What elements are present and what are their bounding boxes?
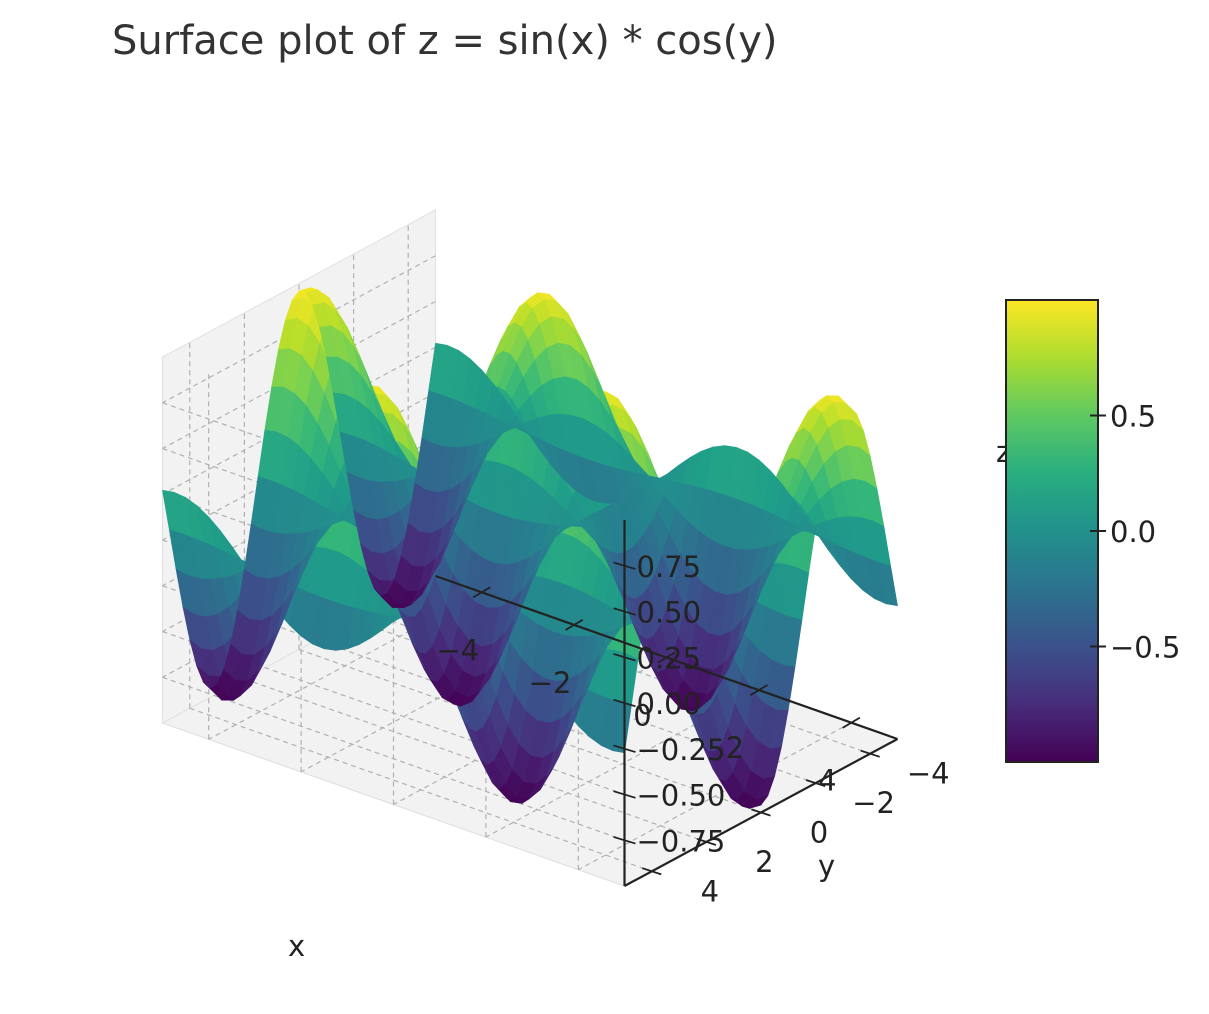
surface-patch — [878, 562, 898, 607]
z-tick-mark — [613, 607, 636, 616]
z-tick-label: 0.00 — [637, 687, 702, 721]
grid-z-backwall — [162, 676, 625, 841]
y-tick-mark — [805, 779, 826, 788]
x-tick-label: 0 — [633, 699, 651, 733]
y-tick-label: 2 — [755, 845, 773, 879]
colorbar-body — [1005, 299, 1099, 763]
z-tick-label: −0.50 — [637, 779, 726, 813]
z-tick-mark — [613, 836, 636, 845]
colorbar-tick-label: 0.0 — [1110, 515, 1156, 549]
z-tick-label: −0.25 — [637, 733, 726, 767]
x-tick-label: 4 — [818, 764, 836, 798]
z-tick-label: 0.50 — [637, 596, 702, 630]
z-tick-mark — [613, 790, 636, 799]
x-tick-mark — [842, 716, 861, 729]
x-tick-label: −2 — [529, 666, 572, 700]
x-tick-label: −4 — [436, 633, 479, 667]
x-tick-mark — [749, 684, 768, 696]
y-tick-mark — [642, 867, 662, 876]
z-tick-mark — [613, 653, 636, 662]
y-tick-label: −4 — [907, 757, 950, 791]
x-axis-label: x — [288, 929, 305, 963]
z-tick-mark — [613, 698, 636, 708]
x-tick-label: 2 — [726, 731, 744, 765]
chart-title: Surface plot of z = sin(x) * cos(y) — [112, 18, 778, 64]
z-tick-label: 0.75 — [637, 550, 702, 584]
x-tick-mark — [472, 586, 491, 599]
y-tick-mark — [751, 808, 771, 817]
z-tick-label: −0.75 — [637, 824, 726, 858]
grid-x-floor — [578, 722, 852, 871]
y-tick-label: 4 — [701, 874, 719, 908]
y-axis-label: y — [818, 849, 835, 883]
grid-y-floor — [244, 678, 707, 843]
x-tick-mark — [657, 651, 676, 664]
grid-y-floor — [189, 707, 652, 872]
y-tick-label: 0 — [810, 816, 828, 850]
colorbar-tick-label: −0.5 — [1110, 631, 1180, 665]
z-tick-mark — [613, 744, 636, 753]
colorbar-tick-label: 0.5 — [1110, 400, 1156, 434]
x-tick-mark — [565, 619, 584, 631]
y-tick-label: −2 — [852, 786, 895, 820]
y-tick-mark — [696, 837, 717, 846]
colorbar: 0.5 0.0 −0.5 — [1005, 299, 1180, 763]
z-tick-mark — [613, 561, 636, 570]
y-tick-mark — [860, 749, 880, 758]
z-tick-label: 0.25 — [637, 641, 702, 675]
surface-mesh — [162, 287, 898, 809]
axes: −4 −2 0 2 4 −4 −2 0 2 4 0.75 0.50 0.25 0.00 −0.25 −0.50… — [435, 520, 950, 908]
